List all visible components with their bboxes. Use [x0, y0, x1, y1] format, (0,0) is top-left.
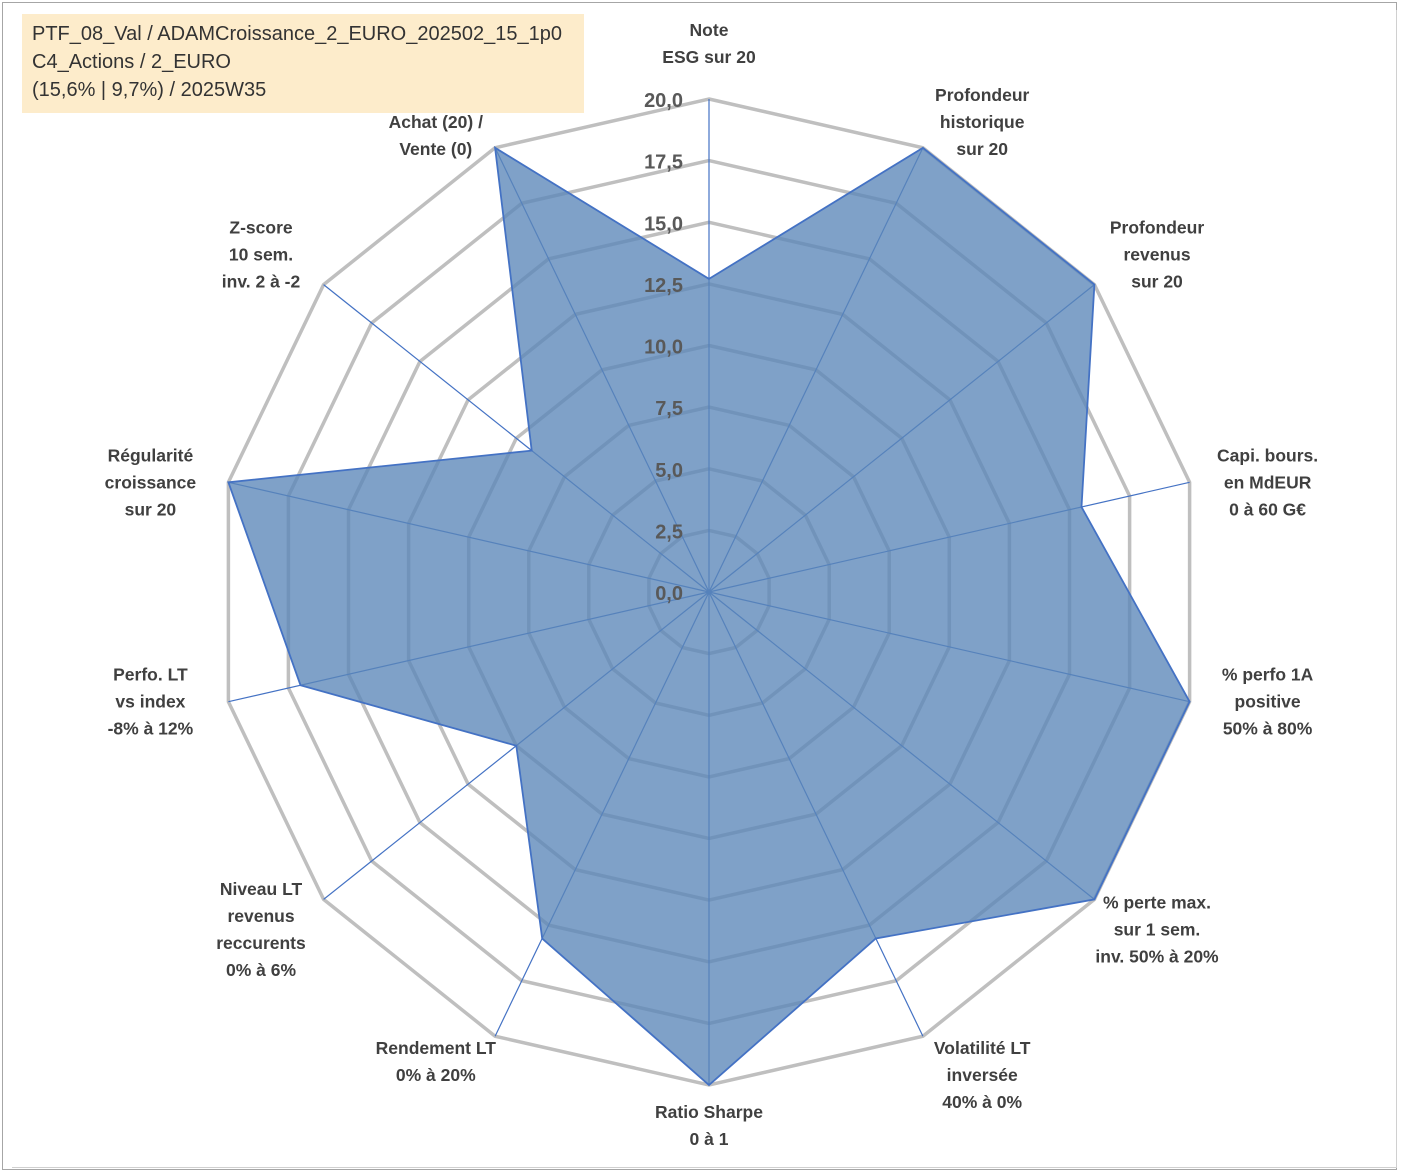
- category-label-line: Rendement LT: [376, 1038, 497, 1058]
- category-label-line: 40% à 0%: [942, 1092, 1022, 1112]
- category-label-line: sur 20: [956, 139, 1008, 159]
- category-label-line: en MdEUR: [1224, 472, 1312, 492]
- category-label-line: 10 sem.: [229, 245, 293, 265]
- category-label: Z-score 10 sem. inv. 2 à -2: [222, 218, 301, 292]
- category-label-line: 0 à 1: [690, 1129, 729, 1149]
- category-label-line: 0% à 20%: [396, 1065, 476, 1085]
- category-label: % perte max. sur 1 sem. inv. 50% à 20%: [1095, 892, 1219, 966]
- category-label: Niveau LT revenus reccurents 0% à 6%: [216, 879, 306, 980]
- category-label-line: 0% à 6%: [226, 960, 296, 980]
- category-label-line: revenus: [227, 906, 294, 926]
- category-label-line: 50% à 80%: [1223, 719, 1313, 739]
- tick-label: 7,5: [655, 398, 683, 420]
- category-label-line: Profondeur: [1110, 218, 1204, 238]
- category-label: Note ESG sur 20: [662, 20, 756, 67]
- category-label-line: historique: [940, 112, 1025, 132]
- category-label-line: inversée: [947, 1065, 1018, 1085]
- series-area: [227, 146, 1191, 1087]
- tick-label: 10,0: [644, 337, 683, 359]
- category-label-line: ESG sur 20: [662, 47, 756, 67]
- category-label: Ratio Sharpe 0 à 1: [655, 1102, 763, 1149]
- category-label: Profondeur historique sur 20: [935, 85, 1029, 159]
- category-label: Rendement LT 0% à 20%: [376, 1038, 497, 1085]
- category-label-line: % perfo 1A: [1222, 665, 1314, 685]
- category-labels: Note ESG sur 20 Profondeur historique sur 20…: [105, 20, 1318, 1149]
- radial-tick-labels: 0,0 2,5 5,0 7,5 10,0 12,5 15,0 17,5 20,0: [644, 90, 683, 605]
- tick-label: 17,5: [644, 152, 683, 174]
- portfolio-info-box: PTF_08_Val / ADAMCroissance_2_EURO_20250…: [22, 14, 584, 113]
- performance-week: (15,6% | 9,7%) / 2025W35: [32, 79, 267, 101]
- category-label: Perfo. LT vs index -8% à 12%: [108, 665, 194, 739]
- category-label-line: inv. 2 à -2: [222, 272, 301, 292]
- tick-label: 20,0: [644, 90, 683, 112]
- category-label-line: Vente (0): [399, 139, 472, 159]
- tick-label: 15,0: [644, 213, 683, 235]
- tick-label: 12,5: [644, 275, 683, 297]
- category-label-line: 0 à 60 G€: [1229, 499, 1306, 519]
- category-label-line: sur 1 sem.: [1114, 919, 1201, 939]
- category-label: Volatilité LT inversée 40% à 0%: [934, 1038, 1031, 1112]
- category-label-line: Régularité: [108, 445, 194, 465]
- category-label-line: Z-score: [229, 218, 292, 238]
- category-label-line: Note: [690, 20, 729, 40]
- category-label-line: Volatilité LT: [934, 1038, 1031, 1058]
- category-label-line: Profondeur: [935, 85, 1029, 105]
- category-label-line: croissance: [105, 472, 197, 492]
- category-label-line: sur 20: [125, 499, 177, 519]
- category-label: % perfo 1A positive 50% à 80%: [1222, 665, 1314, 739]
- category-label-line: Perfo. LT: [113, 665, 188, 685]
- plot-area-border: [12, 10, 1397, 1168]
- category-label-line: Niveau LT: [220, 879, 303, 899]
- tick-label: 2,5: [655, 521, 683, 543]
- data-series: [227, 146, 1191, 1087]
- category-label-line: reccurents: [216, 933, 306, 953]
- asset-class: C4_Actions / 2_EURO: [32, 51, 231, 73]
- category-label-line: % perte max.: [1103, 892, 1211, 912]
- category-label-line: Achat (20) /: [389, 112, 483, 132]
- category-label: Capi. bours. en MdEUR 0 à 60 G€: [1217, 445, 1318, 519]
- tick-label: 5,0: [655, 460, 683, 482]
- category-label: Régularité croissance sur 20: [105, 445, 197, 519]
- category-label-line: sur 20: [1131, 272, 1183, 292]
- category-label-line: Capi. bours.: [1217, 445, 1318, 465]
- category-label-line: -8% à 12%: [108, 719, 194, 739]
- category-label-line: inv. 50% à 20%: [1095, 946, 1219, 966]
- category-label-line: vs index: [115, 692, 185, 712]
- category-label: Profondeur revenus sur 20: [1110, 218, 1204, 292]
- category-label-line: revenus: [1123, 245, 1190, 265]
- category-label-line: Ratio Sharpe: [655, 1102, 763, 1122]
- portfolio-name: PTF_08_Val / ADAMCroissance_2_EURO_20250…: [32, 23, 562, 45]
- tick-label: 0,0: [655, 583, 683, 605]
- category-label-line: positive: [1235, 692, 1301, 712]
